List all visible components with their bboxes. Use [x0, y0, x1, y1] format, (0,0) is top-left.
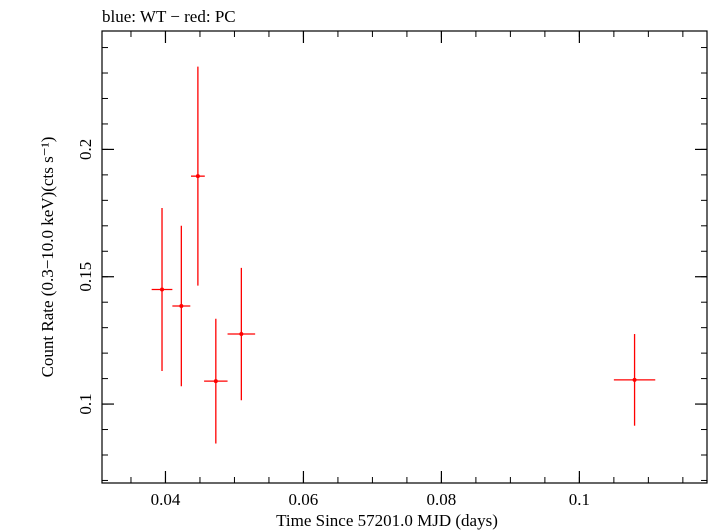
x-tick-label: 0.06: [289, 490, 319, 509]
y-tick-label: 0.15: [76, 262, 95, 292]
x-tick-label: 0.04: [151, 490, 181, 509]
x-tick-label: 0.1: [569, 490, 590, 509]
data-point: [227, 267, 256, 401]
data-point: [172, 225, 191, 387]
point-marker: [195, 174, 200, 179]
y-axis-label: Count Rate (0.3−10.0 keV)(cts s⁻¹): [38, 137, 57, 378]
x-tick-label: 0.08: [427, 490, 457, 509]
data-points: [151, 66, 656, 444]
point-marker: [160, 287, 165, 292]
data-point: [613, 334, 656, 426]
point-marker: [632, 377, 637, 382]
x-axis-label: Time Since 57201.0 MJD (days): [276, 511, 498, 530]
y-tick-label: 0.2: [76, 139, 95, 160]
y-tick-label: 0.1: [76, 393, 95, 414]
x-tick-labels: 0.04 0.06 0.08 0.1: [151, 490, 590, 509]
chart-title: blue: WT − red: PC: [102, 7, 236, 26]
data-point: [204, 318, 228, 444]
point-marker: [213, 379, 218, 384]
point-marker: [239, 332, 244, 337]
y-tick-labels: 0.1 0.15 0.2: [76, 139, 95, 415]
point-marker: [179, 304, 184, 309]
data-point: [190, 66, 205, 286]
plot-frame: [101, 30, 708, 484]
data-point: [151, 207, 173, 371]
axis-ticks: [102, 31, 707, 483]
